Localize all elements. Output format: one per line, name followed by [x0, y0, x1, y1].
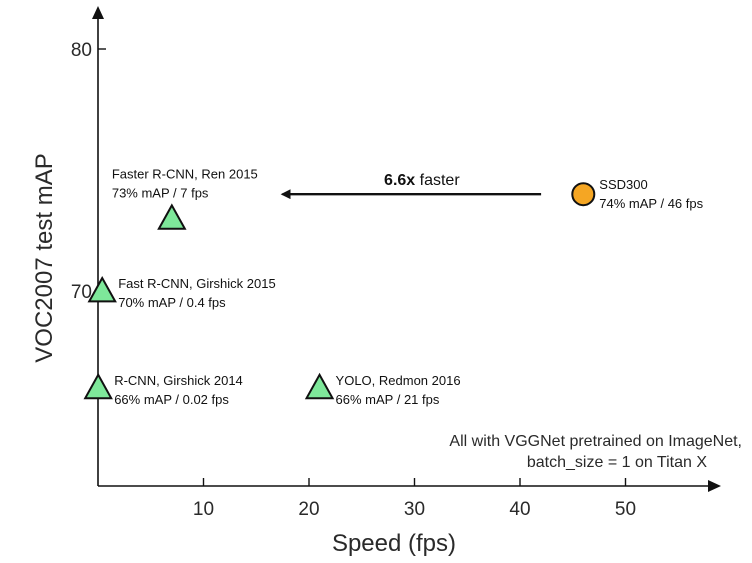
y-axis-title: VOC2007 test mAP	[31, 153, 58, 362]
y-ticks: 70 80	[71, 40, 106, 303]
note-line-1: All with VGGNet pretrained on ImageNet,	[449, 433, 742, 450]
fast-r-cnn-label-stats: 70% mAP / 0.4 fps	[118, 295, 226, 310]
fast-r-cnn-label-name: Fast R-CNN, Girshick 2015	[118, 276, 275, 291]
faster-r-cnn-label-name: Faster R-CNN, Ren 2015	[112, 166, 258, 181]
note-line-2: batch_size = 1 on Titan X	[527, 454, 707, 471]
y-tick-label-70: 70	[71, 282, 92, 303]
x-tick-label-40: 40	[509, 499, 530, 520]
faster-r-cnn-marker	[157, 203, 187, 230]
r-cnn-label-stats: 66% mAP / 0.02 fps	[114, 392, 229, 407]
x-tick-label-30: 30	[404, 499, 425, 520]
r-cnn-marker	[83, 372, 113, 400]
data-points: R-CNN, Girshick 2014 66% mAP / 0.02 fps Fa…	[83, 166, 704, 407]
y-tick-label-80: 80	[71, 40, 92, 61]
faster-r-cnn-label-stats: 73% mAP / 7 fps	[112, 185, 209, 200]
ssd300-label-name: SSD300	[599, 177, 647, 192]
yolo-label-stats: 66% mAP / 21 fps	[336, 392, 440, 407]
speedup-label-bold: 6.6x	[384, 172, 415, 189]
y-axis-arrowhead	[92, 6, 104, 19]
x-tick-label-10: 10	[193, 499, 214, 520]
ssd300-label-stats: 74% mAP / 46 fps	[599, 196, 703, 211]
ssd300-marker	[571, 182, 596, 207]
speedup-label-text: faster	[415, 172, 460, 189]
x-tick-label-50: 50	[615, 499, 636, 520]
r-cnn-label-name: R-CNN, Girshick 2014	[114, 373, 243, 388]
yolo-label-name: YOLO, Redmon 2016	[336, 373, 461, 388]
x-axis-title: Speed (fps)	[332, 530, 456, 557]
yolo-marker	[304, 372, 335, 400]
x-axis-arrowhead	[708, 480, 721, 492]
speedup-label: 6.6x faster	[384, 172, 460, 189]
fast-r-cnn-marker	[87, 275, 117, 303]
x-ticks: 10 20 30 40 50	[193, 478, 636, 520]
x-tick-label-20: 20	[298, 499, 319, 520]
